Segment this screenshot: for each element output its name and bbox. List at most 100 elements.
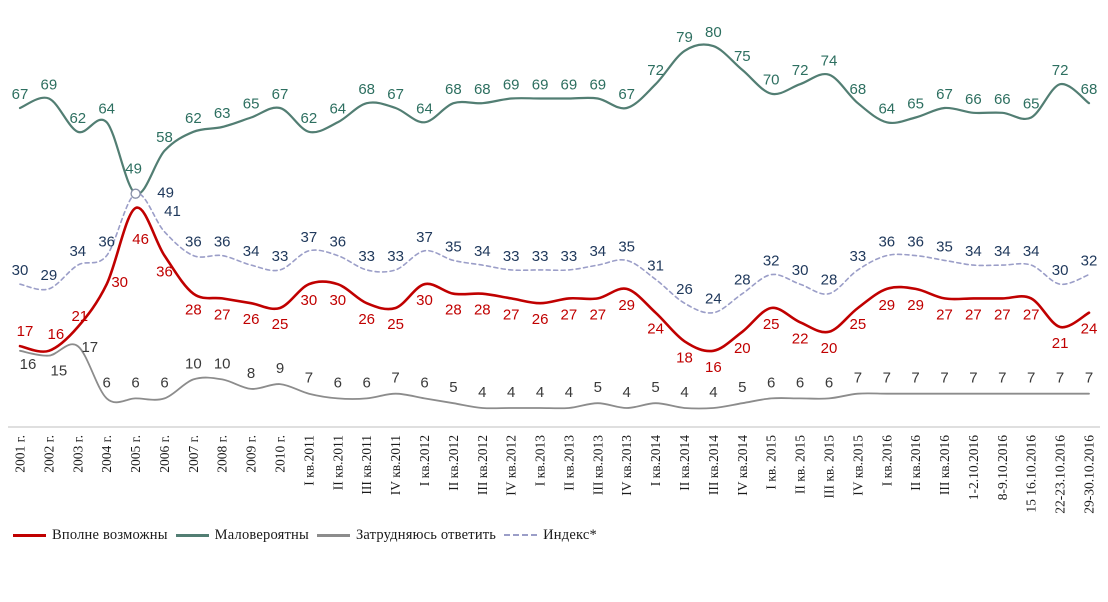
index-value-label: 37 bbox=[301, 229, 318, 246]
unlikely-value-label: 62 bbox=[301, 110, 318, 127]
index-line-swatch-icon bbox=[504, 534, 538, 536]
possible-value-label: 46 bbox=[132, 231, 149, 248]
unlikely-value-label: 79 bbox=[676, 29, 693, 46]
possible-value-label: 28 bbox=[445, 302, 462, 319]
index-value-label: 31 bbox=[647, 257, 664, 274]
possible-value-label: 25 bbox=[763, 316, 780, 333]
possible-value-label: 27 bbox=[214, 306, 231, 323]
possible-value-label: 20 bbox=[821, 340, 838, 357]
x-tick-label: IV кв.2014 bbox=[735, 435, 750, 496]
possible-value-label: 24 bbox=[1081, 321, 1098, 338]
undecided-value-label: 10 bbox=[214, 355, 231, 372]
unlikely-value-label: 68 bbox=[445, 81, 462, 98]
undecided-value-label: 4 bbox=[623, 384, 631, 401]
undecided-value-labels: 16 15 17 6 6 6 10 10 8 9 7 6 6 7 6 5 4 4 4 4 5 4 5 4 4 5 6 6 6 7 7 7 7 7 7… bbox=[20, 339, 1094, 401]
legend-label-unlikely: Маловероятны bbox=[214, 526, 309, 543]
unlikely-value-label: 67 bbox=[618, 86, 635, 103]
possible-value-label: 25 bbox=[850, 316, 867, 333]
undecided-value-label: 7 bbox=[305, 370, 313, 387]
undecided-value-label: 6 bbox=[363, 374, 371, 391]
possible-value-label: 28 bbox=[185, 302, 202, 319]
index-value-label: 37 bbox=[416, 229, 433, 246]
unlikely-line-swatch-icon bbox=[175, 533, 209, 537]
unlikely-value-label: 66 bbox=[965, 91, 982, 108]
index-value-label: 33 bbox=[272, 248, 289, 265]
unlikely-value-label: 58 bbox=[156, 129, 173, 146]
unlikely-value-label: 64 bbox=[329, 100, 346, 117]
possible-value-label: 20 bbox=[734, 340, 751, 357]
unlikely-value-label: 64 bbox=[416, 100, 433, 117]
possible-value-label: 30 bbox=[301, 292, 318, 309]
index-value-label: 30 bbox=[1052, 262, 1069, 279]
undecided-value-label: 15 bbox=[51, 363, 68, 380]
index-value-label: 34 bbox=[1023, 243, 1040, 260]
x-tick-label: IV кв.2015 bbox=[850, 435, 865, 496]
undecided-value-label: 16 bbox=[20, 356, 37, 373]
unlikely-value-label: 68 bbox=[850, 81, 867, 98]
undecided-value-label: 7 bbox=[1056, 370, 1064, 387]
index-value-label: 32 bbox=[763, 253, 780, 270]
possible-value-label: 30 bbox=[111, 274, 128, 291]
x-tick-label: 2004 г. bbox=[99, 435, 114, 473]
possible-value-label: 26 bbox=[243, 311, 260, 328]
unlikely-value-label: 69 bbox=[532, 77, 549, 94]
x-tick-label: III кв.2013 bbox=[590, 435, 605, 495]
x-tick-label: II кв. 2015 bbox=[793, 435, 808, 494]
index-value-label: 49 bbox=[157, 185, 174, 202]
unlikely-series-line bbox=[18, 43, 1091, 195]
possible-value-label: 27 bbox=[1023, 306, 1040, 323]
undecided-value-label: 9 bbox=[276, 360, 284, 377]
possible-value-label: 21 bbox=[1052, 335, 1069, 352]
unlikely-value-label: 64 bbox=[98, 100, 115, 117]
undecided-value-label: 6 bbox=[796, 374, 804, 391]
x-tick-label: III кв.2012 bbox=[475, 435, 490, 495]
index-value-label: 36 bbox=[907, 234, 924, 251]
unlikely-value-label: 49 bbox=[125, 161, 142, 178]
x-tick-label: I кв.2012 bbox=[417, 435, 432, 486]
undecided-value-label: 5 bbox=[651, 379, 659, 396]
index-series-line bbox=[19, 192, 1090, 314]
x-tick-label: 2009 г. bbox=[244, 435, 259, 473]
undecided-value-label: 6 bbox=[103, 374, 111, 391]
x-tick-label: 2008 г. bbox=[215, 435, 230, 473]
possible-value-label: 21 bbox=[71, 308, 88, 325]
possible-value-label: 30 bbox=[329, 292, 346, 309]
unlikely-value-label: 68 bbox=[358, 81, 375, 98]
undecided-value-label: 7 bbox=[854, 370, 862, 387]
x-tick-label: 2001 г. bbox=[13, 435, 28, 473]
x-tick-label: I кв.2014 bbox=[648, 435, 663, 486]
undecided-value-label: 4 bbox=[565, 384, 573, 401]
legend-label-undecided: Затрудняюсь ответить bbox=[355, 526, 497, 543]
unlikely-value-label: 68 bbox=[1081, 81, 1098, 98]
undecided-value-label: 8 bbox=[247, 365, 255, 382]
x-tick-label: IV кв.2011 bbox=[388, 435, 403, 495]
legend-label-possible: Вполне возможны bbox=[52, 526, 168, 543]
index-value-label: 35 bbox=[618, 238, 635, 255]
possible-value-label: 16 bbox=[48, 326, 65, 343]
unlikely-value-label: 69 bbox=[589, 77, 606, 94]
possible-value-label: 27 bbox=[589, 306, 606, 323]
x-tick-label: II кв.2014 bbox=[677, 435, 692, 491]
x-tick-label: 1-2.10.2016 bbox=[966, 435, 981, 500]
index-value-label: 29 bbox=[41, 267, 58, 284]
index-value-label: 36 bbox=[329, 234, 346, 251]
x-tick-label: I кв.2011 bbox=[301, 435, 316, 486]
x-tick-label: 2006 г. bbox=[157, 435, 172, 473]
x-tick-label: II кв.2013 bbox=[561, 435, 576, 491]
undecided-value-label: 4 bbox=[536, 384, 544, 401]
legend-item-undecided: Затрудняюсь ответить bbox=[316, 526, 497, 544]
unlikely-value-label: 65 bbox=[243, 96, 260, 113]
index-value-label: 34 bbox=[474, 243, 491, 260]
possible-value-label: 25 bbox=[272, 316, 289, 333]
undecided-value-label: 7 bbox=[883, 370, 891, 387]
x-tick-label: III кв.2016 bbox=[937, 435, 952, 495]
possible-value-label: 27 bbox=[994, 306, 1011, 323]
undecided-value-label: 7 bbox=[1085, 370, 1093, 387]
x-tick-label: 2005 г. bbox=[128, 435, 143, 473]
unlikely-value-labels: 67 69 62 64 49 58 62 63 65 67 62 64 68 67 64 68 68 69 69 69… bbox=[12, 24, 1098, 178]
unlikely-value-label: 69 bbox=[561, 77, 578, 94]
possible-value-label: 27 bbox=[965, 306, 982, 323]
index-value-label: 33 bbox=[503, 248, 520, 265]
index-value-label: 34 bbox=[589, 243, 606, 260]
